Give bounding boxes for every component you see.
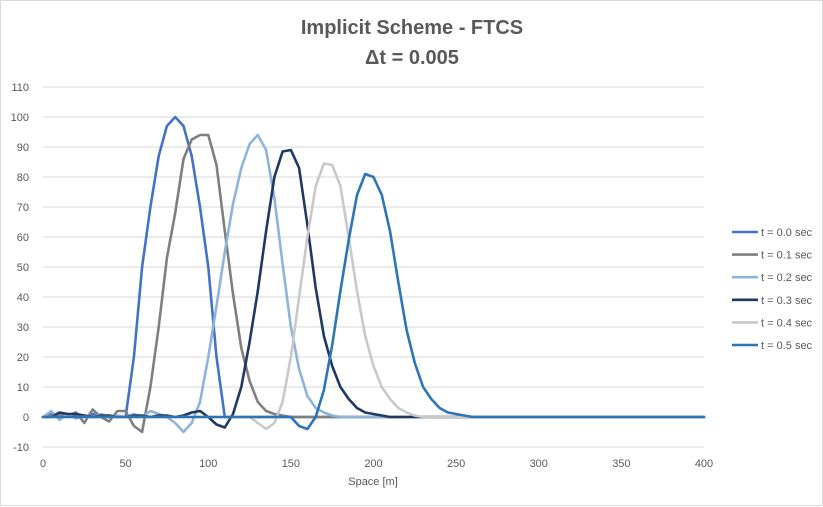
x-tick-label: 250 (447, 458, 465, 470)
x-tick-label: 50 (120, 458, 132, 470)
y-tick-label: 30 (17, 322, 29, 334)
x-tick-label: 150 (282, 458, 300, 470)
legend-label-5: t = 0.5 sec (761, 340, 813, 352)
y-tick-label: -10 (13, 442, 29, 454)
legend-label-3: t = 0.3 sec (761, 295, 813, 307)
x-tick-label: 400 (695, 458, 713, 470)
chart-subtitle: Δt = 0.005 (365, 47, 459, 69)
y-tick-label: 60 (17, 232, 29, 244)
x-tick-label: 200 (364, 458, 382, 470)
y-tick-label: 110 (11, 82, 29, 94)
y-tick-label: 90 (17, 142, 29, 154)
legend-label-1: t = 0.1 sec (761, 250, 813, 262)
x-tick-label: 0 (40, 458, 46, 470)
x-axis-ticks: 0 50 100 150 200 250 300 350 400 (40, 458, 713, 470)
legend-label-0: t = 0.0 sec (761, 227, 813, 239)
y-tick-label: 70 (17, 202, 29, 214)
legend-label-4: t = 0.4 sec (761, 317, 813, 329)
series-line-3 (43, 150, 704, 428)
y-tick-label: 0 (23, 412, 29, 424)
series-line-5 (43, 174, 704, 429)
y-tick-label: 80 (17, 172, 29, 184)
y-axis-ticks: -10 0 10 20 30 40 50 60 70 80 90 100 110 (11, 82, 29, 454)
chart-title: Implicit Scheme - FTCS (301, 17, 523, 39)
y-tick-label: 10 (17, 382, 29, 394)
y-tick-label: 50 (17, 262, 29, 274)
legend-label-2: t = 0.2 sec (761, 272, 813, 284)
series-lines (43, 117, 704, 432)
legend: t = 0.0 sec t = 0.1 sec t = 0.2 sec t = 0.3… (732, 227, 813, 352)
y-tick-label: 100 (11, 112, 29, 124)
y-tick-label: 40 (17, 292, 29, 304)
x-tick-label: 300 (530, 458, 548, 470)
x-tick-label: 350 (612, 458, 630, 470)
series-line-4 (43, 164, 704, 430)
x-tick-label: 100 (199, 458, 217, 470)
y-tick-label: 20 (17, 352, 29, 364)
x-axis-label: Space [m] (348, 476, 398, 488)
